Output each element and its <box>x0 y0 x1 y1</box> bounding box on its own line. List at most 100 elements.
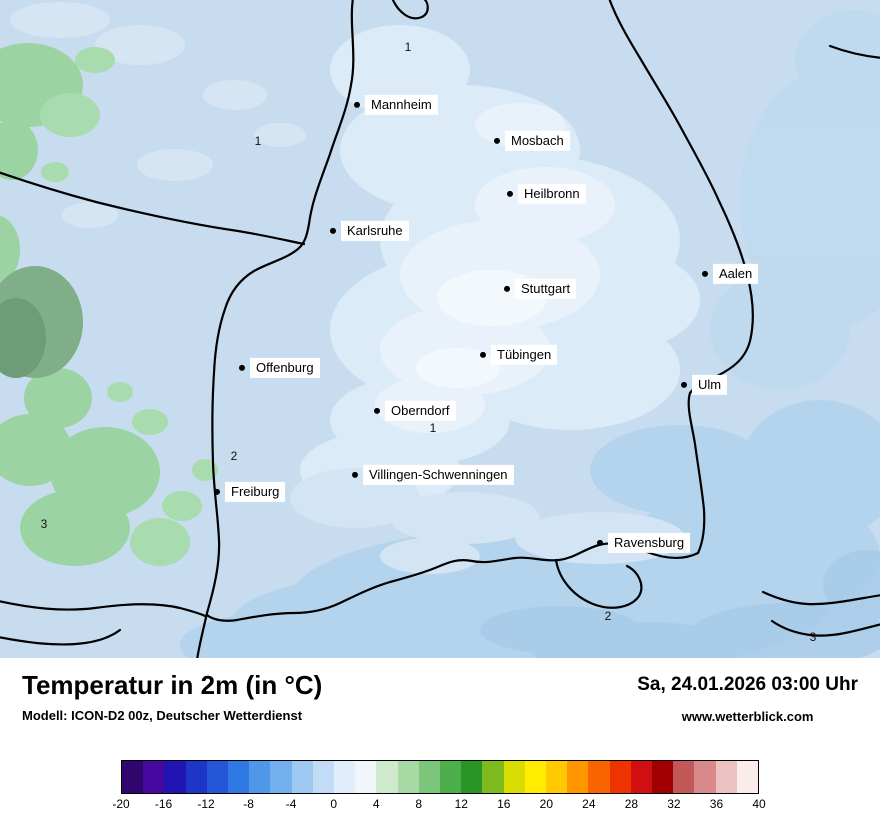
legend-color-segment <box>609 761 631 793</box>
city-dot <box>330 228 336 234</box>
legend-tick-label: 20 <box>539 797 554 811</box>
city-dot <box>214 489 220 495</box>
legend-tick-label: -8 <box>243 797 254 811</box>
city-dot <box>504 286 510 292</box>
city-label: Heilbronn <box>518 183 586 205</box>
legend-color-segment <box>397 761 419 793</box>
legend-tick-label: 0 <box>330 797 337 811</box>
legend-color-segment <box>503 761 525 793</box>
legend-color-segment <box>482 761 504 793</box>
legend-tick-label: -12 <box>197 797 215 811</box>
footer: Temperatur in 2m (in °C) Modell: ICON-D2… <box>0 658 880 815</box>
city-label: Mannheim <box>365 94 438 116</box>
city-label: Freiburg <box>225 481 286 503</box>
temp-value-label: 1 <box>254 134 262 148</box>
legend-color-segment <box>164 761 186 793</box>
title-block: Temperatur in 2m (in °C) Modell: ICON-D2… <box>22 668 322 723</box>
weather-map: Mannheim Mosbach Heilbronn Karlsruhe Stu… <box>0 0 880 658</box>
city-dot <box>681 382 687 388</box>
legend-bar <box>121 760 759 794</box>
city-marker-offenburg: Offenburg <box>239 357 320 379</box>
page-title: Temperatur in 2m (in °C) <box>22 670 323 700</box>
legend-tick-label: 40 <box>752 797 766 811</box>
legend-tick-label: 12 <box>454 797 468 811</box>
legend-color-segment <box>249 761 271 793</box>
city-marker-freiburg: Freiburg <box>214 481 286 503</box>
city-dot <box>507 191 513 197</box>
city-label: Stuttgart <box>515 278 577 300</box>
border-lines <box>0 0 880 658</box>
city-marker-heilbronn: Heilbronn <box>507 183 586 205</box>
city-dot <box>354 102 360 108</box>
legend-color-segment <box>291 761 313 793</box>
temp-value-label: 3 <box>40 517 48 531</box>
city-dot <box>494 138 500 144</box>
city-marker-ravensburg: Ravensburg <box>597 532 691 554</box>
temp-value-label: 3 <box>809 630 817 644</box>
temp-value-label: 2 <box>604 609 612 623</box>
legend-color-segment <box>228 761 250 793</box>
city-label: Oberndorf <box>385 400 456 422</box>
city-label: Tübingen <box>491 344 558 366</box>
legend-color-segment <box>440 761 462 793</box>
legend-tick-label: 8 <box>415 797 423 811</box>
legend-color-segment <box>206 761 229 793</box>
legend-color-segment <box>673 761 695 793</box>
legend-color-segment <box>546 761 568 793</box>
legend-color-segment <box>736 761 759 793</box>
city-label: Offenburg <box>250 357 320 379</box>
legend-color-segment <box>122 761 144 793</box>
city-label: Karlsruhe <box>341 220 409 242</box>
website: www.wetterblick.com <box>681 709 814 724</box>
city-dot <box>702 271 708 277</box>
temp-value-label: 1 <box>429 421 437 435</box>
temp-value-label: 2 <box>230 449 238 463</box>
legend-tick-label: -20 <box>112 797 130 811</box>
legend-color-segment <box>143 761 165 793</box>
city-marker-stuttgart: Stuttgart <box>504 278 577 300</box>
city-dot <box>597 540 603 546</box>
date-block: Sa, 24.01.2026 03:00 Uhr www.wetterblick… <box>637 668 858 724</box>
legend-ticks: -20 -16 -12 -8 -4 0 4 8 12 16 20 24 28 32 36 40 <box>112 797 765 815</box>
city-marker-villingen-schwenningen: Villingen-Schwenningen <box>352 464 514 486</box>
legend-color-segment <box>694 761 716 793</box>
city-label: Aalen <box>713 263 759 285</box>
legend-color-segment <box>334 761 356 793</box>
temperature-shading <box>0 2 880 658</box>
legend-color-segment <box>270 761 292 793</box>
city-label: Mosbach <box>505 130 570 152</box>
legend-tick-label: 16 <box>497 797 511 811</box>
legend-tick-label: 36 <box>709 797 724 811</box>
temperature-legend: -20 -16 -12 -8 -4 0 4 8 12 16 20 24 28 32 36 40 <box>112 760 766 815</box>
city-marker-karlsruhe: Karlsruhe <box>330 220 409 242</box>
legend-color-segment <box>588 761 610 793</box>
legend-tick-label: 4 <box>372 797 380 811</box>
legend-color-segment <box>312 761 335 793</box>
city-label: Ulm <box>692 374 728 396</box>
legend-tick-label: 28 <box>624 797 639 811</box>
legend-color-segment <box>185 761 207 793</box>
green-warm-patches <box>0 43 160 566</box>
city-marker-aalen: Aalen <box>702 263 759 285</box>
legend-tick-label: 24 <box>582 797 596 811</box>
legend-color-segment <box>376 761 398 793</box>
legend-color-segment <box>524 761 547 793</box>
city-marker-mosbach: Mosbach <box>494 130 570 152</box>
legend-color-segment <box>355 761 377 793</box>
legend-color-segment <box>418 761 441 793</box>
legend-tick-label: -4 <box>285 797 297 811</box>
model-info: Modell: ICON-D2 00z, Deutscher Wetterdie… <box>22 708 303 723</box>
legend-color-segment <box>715 761 737 793</box>
city-marker-oberndorf: Oberndorf <box>374 400 456 422</box>
legend-color-segment <box>461 761 483 793</box>
legend-tick-label: 32 <box>667 797 681 811</box>
city-dot <box>374 408 380 414</box>
city-marker-tuebingen: Tübingen <box>480 344 558 366</box>
legend-color-segment <box>567 761 589 793</box>
city-marker-mannheim: Mannheim <box>354 94 438 116</box>
legend-color-segment <box>630 761 653 793</box>
city-marker-ulm: Ulm <box>681 374 728 396</box>
city-dot <box>480 352 486 358</box>
city-label: Ravensburg <box>608 532 691 554</box>
